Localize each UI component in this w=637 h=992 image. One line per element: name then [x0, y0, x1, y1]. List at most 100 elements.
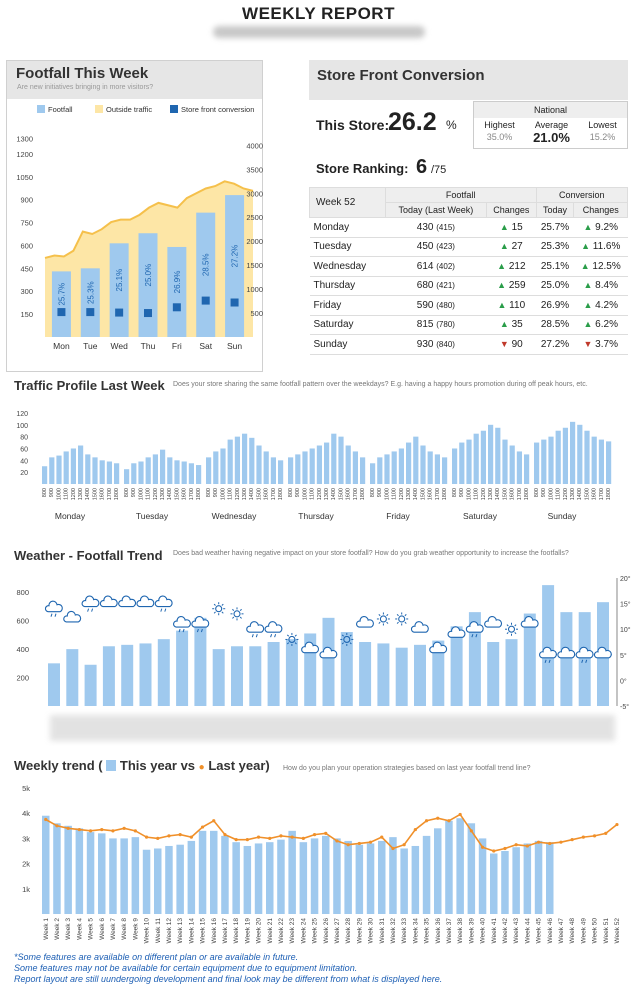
sun-ray	[506, 632, 509, 635]
weather-title: Weather - Footfall Trend	[14, 548, 163, 563]
sun-ray	[232, 616, 235, 619]
this-year-bar	[333, 838, 341, 914]
rain-drop	[251, 634, 254, 638]
row-footfall-change: ▼ 90	[486, 334, 537, 355]
hour-tick: 1300	[78, 488, 84, 500]
traffic-bar	[577, 424, 583, 484]
storm-icon	[264, 621, 283, 638]
conversion-marker	[86, 308, 95, 317]
y-tick-right: 2500	[246, 213, 263, 222]
hour-tick: 1000	[384, 488, 390, 500]
last-year-point	[346, 843, 350, 847]
day-label: Friday	[386, 511, 410, 521]
conversion-marker	[230, 298, 239, 307]
rain-drop	[255, 634, 258, 638]
this-year-bar	[266, 842, 274, 914]
cloud-shape	[319, 646, 338, 659]
week-row: Saturday 815 (780) ▲ 35 28.5% ▲ 6.2%	[309, 315, 628, 335]
weather-footfall-bar	[340, 632, 353, 706]
national-average: Average 21.0%	[526, 120, 577, 145]
week-tick: Week 33	[401, 918, 408, 944]
cloud-shape	[63, 610, 82, 623]
sun-ray	[386, 614, 389, 617]
last-year-point	[301, 836, 305, 840]
y-tick-left: 750	[20, 219, 33, 228]
this-year-bar	[154, 848, 162, 914]
cloud-shape	[447, 626, 466, 638]
last-year-point	[413, 827, 417, 832]
rain-drop	[200, 628, 203, 633]
cloud-shape	[99, 595, 118, 608]
last-year-point	[223, 833, 227, 837]
sun-core	[343, 635, 351, 643]
this-store-value: 26.2	[388, 108, 437, 136]
cloud-shape	[520, 616, 539, 628]
cloud-shape	[173, 616, 191, 628]
cloud-icon	[429, 641, 448, 654]
last-year-point	[570, 838, 574, 842]
conversion-label: 28.5%	[202, 253, 211, 276]
traffic-bar	[606, 441, 612, 484]
y-tick-left: 1300	[16, 135, 33, 144]
hour-tick: 1500	[256, 488, 262, 500]
cloud-shape	[557, 646, 576, 659]
hour-tick: 800	[288, 488, 294, 497]
week-tick: Week 7	[110, 918, 117, 940]
weekly-title-prefix: Weekly trend (	[14, 758, 103, 773]
week-tick: Week 26	[323, 918, 330, 944]
x-tick-day: Wed	[110, 341, 128, 351]
sun-ray	[213, 603, 216, 606]
week-tick: Week 40	[480, 918, 487, 944]
sun-icon	[395, 612, 409, 626]
traffic-bar	[160, 449, 166, 484]
this-year-bar	[53, 823, 61, 914]
footfall-header: Footfall This Week Are new initiatives b…	[7, 61, 262, 99]
y-tick-right: 0°	[620, 677, 627, 685]
this-year-bar	[64, 825, 72, 914]
hour-tick: 1600	[346, 488, 352, 500]
last-year-point	[144, 835, 149, 839]
last-year-point	[469, 829, 473, 833]
last-year-point	[592, 834, 597, 838]
weather-footfall-bar	[176, 630, 189, 706]
traffic-bar	[370, 463, 376, 484]
week-tick: Week 6	[99, 918, 106, 940]
traffic-bar	[442, 457, 448, 484]
last-year-point	[503, 846, 507, 851]
traffic-bar	[63, 451, 69, 484]
week-tick: Week 1	[43, 918, 50, 940]
y-tick: 60	[20, 446, 28, 453]
last-year-point	[548, 841, 552, 846]
last-year-point	[514, 843, 518, 847]
week-tick: Week 28	[345, 918, 352, 944]
this-year-bar	[86, 832, 95, 914]
this-year-bar	[378, 840, 386, 914]
week-tick: Week 30	[368, 918, 375, 944]
weather-footfall-bar	[414, 644, 426, 706]
hour-tick: 1700	[517, 488, 523, 500]
this-year-bar	[467, 823, 476, 914]
rain-drop	[548, 659, 551, 663]
traffic-bar	[302, 451, 308, 484]
cloud-icon	[356, 616, 374, 628]
last-year-point	[424, 819, 429, 823]
week-tick: Week 20	[256, 918, 263, 944]
y-tick-right: 4000	[246, 141, 263, 150]
y-tick-right: 20°	[620, 575, 631, 583]
traffic-bar	[391, 451, 397, 484]
last-year-point	[178, 833, 182, 837]
traffic-bar	[488, 424, 494, 484]
weather-footfall-bar	[102, 646, 115, 706]
traffic-bar	[452, 448, 458, 484]
hour-tick: 1800	[196, 488, 202, 500]
weather-footfall-bar	[377, 643, 390, 706]
last-year-point	[391, 846, 395, 851]
y-tick: 2k	[22, 860, 30, 869]
last-year-point	[88, 829, 93, 833]
week-tick: Week 46	[547, 918, 554, 944]
hour-tick: 1300	[160, 488, 166, 500]
y-tick-left: 450	[20, 264, 33, 273]
x-tick-day: Sun	[227, 341, 242, 351]
row-conversion-change: ▲ 12.5%	[573, 256, 628, 277]
row-footfall: 815 (780)	[385, 315, 487, 335]
